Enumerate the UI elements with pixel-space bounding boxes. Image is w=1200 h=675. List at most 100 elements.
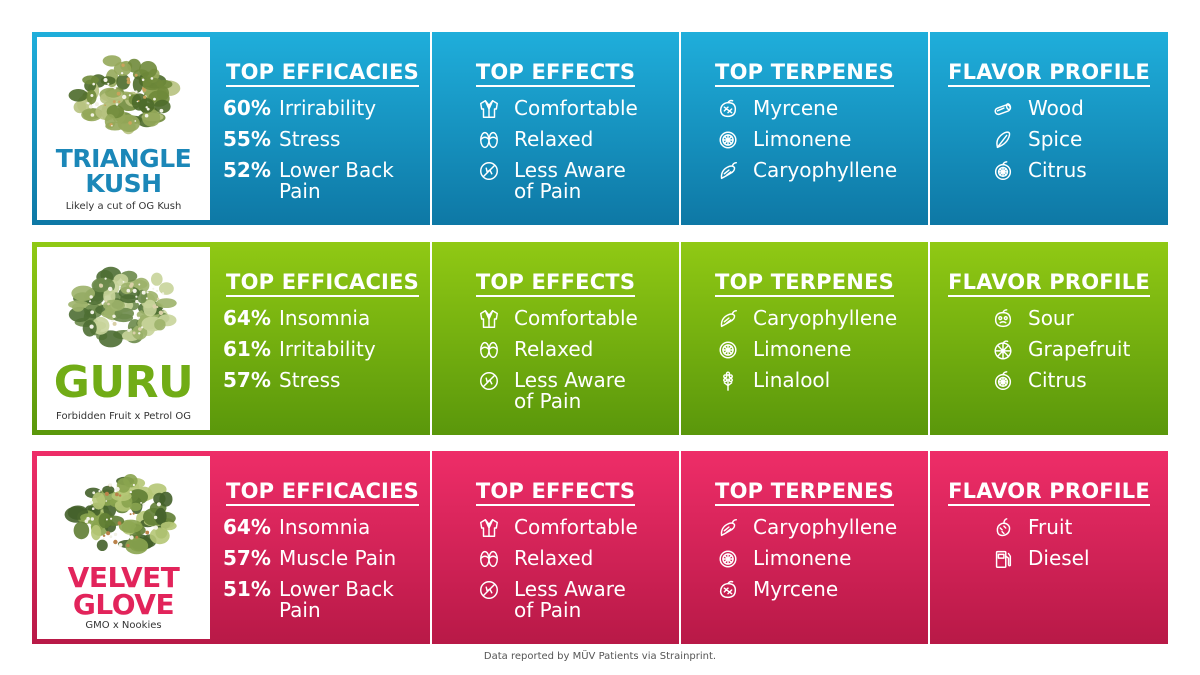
efficacy-item: 64% Insomnia <box>223 308 430 329</box>
efficacy-label: Lower Back Pain <box>279 158 394 203</box>
effect-label: Comfortable <box>514 515 638 539</box>
flavor-item: Wood <box>992 98 1168 119</box>
fruit-icon <box>992 517 1016 538</box>
grapefruit-icon <box>992 339 1016 360</box>
efficacies-header: TOP EFFICACIES <box>226 60 419 87</box>
diesel-icon <box>992 548 1016 569</box>
effect-item: Less Aware of Pain <box>478 579 679 621</box>
lemon-icon <box>717 129 741 150</box>
effects-header: TOP EFFECTS <box>475 270 636 297</box>
efficacy-percent: 64% <box>223 306 271 330</box>
wood-icon <box>992 98 1016 119</box>
robe-icon <box>478 308 502 329</box>
effect-item: Less Aware of Pain <box>478 160 679 202</box>
efficacy-percent: 51% <box>223 577 271 601</box>
effect-label: Comfortable <box>514 96 638 120</box>
efficacies-header: TOP EFFICACIES <box>226 479 419 506</box>
efficacies-column: TOP EFFICACIES 64% Insomnia 61% Irritabili… <box>215 242 430 435</box>
efficacy-label: Stress <box>279 368 341 392</box>
effect-label: Relaxed <box>514 546 594 570</box>
mango-icon <box>717 579 741 600</box>
flavor-item: Spice <box>992 129 1168 150</box>
flavor-label: Citrus <box>1028 158 1087 182</box>
flavor-item: Citrus <box>992 370 1168 391</box>
no-pain-icon <box>478 370 502 391</box>
efficacy-percent: 57% <box>223 368 271 392</box>
effect-label: Less Aware of Pain <box>514 158 626 203</box>
efficacy-item: 57% Muscle Pain <box>223 548 430 569</box>
terpene-item: Caryophyllene <box>717 160 928 181</box>
effect-item: Relaxed <box>478 129 679 150</box>
pepper-icon <box>717 160 741 181</box>
strain-row-velvet-glove: VELVET GLOVE GMO x Nookies TOP EFFICACIE… <box>32 451 1168 644</box>
lavender-icon <box>717 370 741 391</box>
flavor-item: Sour <box>992 308 1168 329</box>
efficacy-label: Irrirability <box>279 96 377 120</box>
terpene-label: Linalool <box>753 368 831 392</box>
lemon-icon <box>717 339 741 360</box>
strain-lineage: Forbidden Fruit x Petrol OG <box>56 411 191 422</box>
strain-name: GURU <box>53 357 194 408</box>
strain-row-guru: GURU Forbidden Fruit x Petrol OG TOP EFF… <box>32 242 1168 435</box>
strain-lineage: GMO x Nookies <box>85 620 162 631</box>
effect-label: Relaxed <box>514 127 594 151</box>
terpene-item: Limonene <box>717 339 928 360</box>
strain-card: VELVET GLOVE GMO x Nookies <box>32 451 215 644</box>
effect-item: Relaxed <box>478 548 679 569</box>
flavor-header: FLAVOR PROFILE <box>948 479 1150 506</box>
spice-icon <box>992 129 1016 150</box>
flavor-label: Diesel <box>1028 546 1090 570</box>
flavor-item: Diesel <box>992 548 1168 569</box>
slippers-icon <box>478 339 502 360</box>
mango-icon <box>717 98 741 119</box>
flavor-label: Citrus <box>1028 368 1087 392</box>
flavor-item: Fruit <box>992 517 1168 538</box>
flavor-label: Grapefruit <box>1028 337 1131 361</box>
effects-column: TOP EFFECTS Comfortable Relaxed Less Awa… <box>430 242 679 435</box>
flavor-label: Wood <box>1028 96 1084 120</box>
terpene-item: Caryophyllene <box>717 517 928 538</box>
effect-label: Less Aware of Pain <box>514 577 626 622</box>
efficacy-label: Irritability <box>279 337 376 361</box>
terpene-label: Caryophyllene <box>753 515 898 539</box>
terpene-item: Limonene <box>717 129 928 150</box>
strain-name: VELVET GLOVE <box>67 561 180 622</box>
terpenes-header: TOP TERPENES <box>715 60 894 87</box>
no-pain-icon <box>478 160 502 181</box>
terpene-item: Limonene <box>717 548 928 569</box>
efficacy-item: 57% Stress <box>223 370 430 391</box>
bud-image <box>67 266 177 348</box>
footer-note: Data reported by MÜV Patients via Strain… <box>483 651 717 662</box>
terpenes-column: TOP TERPENES Caryophyllene Limonene Myrc… <box>679 451 928 644</box>
efficacies-header: TOP EFFICACIES <box>226 270 419 297</box>
terpenes-header: TOP TERPENES <box>715 270 894 297</box>
strain-card: GURU Forbidden Fruit x Petrol OG <box>32 242 215 435</box>
terpenes-column: TOP TERPENES Caryophyllene Limonene Lina… <box>679 242 928 435</box>
terpene-item: Linalool <box>717 370 928 391</box>
flavor-label: Fruit <box>1028 515 1073 539</box>
efficacy-item: 64% Insomnia <box>223 517 430 538</box>
strain-card: TRIANGLE KUSH Likely a cut of OG Kush <box>32 32 215 225</box>
efficacy-label: Stress <box>279 127 341 151</box>
efficacies-column: TOP EFFICACIES 64% Insomnia 57% Muscle Pai… <box>215 451 430 644</box>
sour-icon <box>992 308 1016 329</box>
effect-item: Comfortable <box>478 308 679 329</box>
citrus-icon <box>992 160 1016 181</box>
efficacy-percent: 60% <box>223 96 271 120</box>
flavor-label: Spice <box>1028 127 1083 151</box>
terpene-item: Myrcene <box>717 579 928 600</box>
strain-name: TRIANGLE KUSH <box>55 144 192 198</box>
efficacy-percent: 64% <box>223 515 271 539</box>
efficacy-label: Lower Back Pain <box>279 577 394 622</box>
robe-icon <box>478 98 502 119</box>
effects-header: TOP EFFECTS <box>475 60 636 87</box>
efficacy-label: Insomnia <box>279 306 371 330</box>
slippers-icon <box>478 548 502 569</box>
terpene-label: Caryophyllene <box>753 158 898 182</box>
terpenes-header: TOP TERPENES <box>715 479 894 506</box>
efficacy-item: 52% Lower Back Pain <box>223 160 430 202</box>
terpene-label: Limonene <box>753 337 852 361</box>
terpene-item: Myrcene <box>717 98 928 119</box>
bud-image <box>64 474 177 555</box>
effect-label: Comfortable <box>514 306 638 330</box>
